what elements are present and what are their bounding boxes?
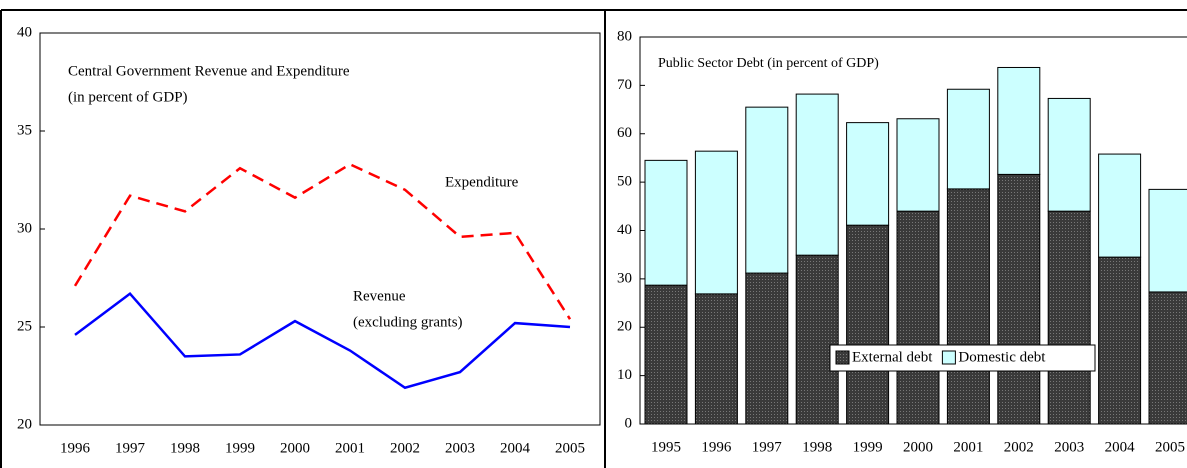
y-tick-label: 25 <box>17 318 32 334</box>
line-series <box>73 162 572 320</box>
y-tick-label: 30 <box>17 220 32 236</box>
x-tick-label: 1999 <box>853 439 883 455</box>
x-tick-label: 2002 <box>1004 439 1034 455</box>
x-tick-label: 2003 <box>445 440 475 456</box>
legend: External debt Domestic debt <box>829 344 1096 372</box>
x-tick-label: 2005 <box>555 440 585 456</box>
y-tick-label: 40 <box>617 222 632 238</box>
x-tick-label: 2000 <box>903 439 933 455</box>
y-tick-label: 20 <box>617 319 632 335</box>
bar <box>644 284 688 425</box>
bar <box>896 118 940 212</box>
x-tick-label: 1996 <box>60 440 91 456</box>
x-tick-label: 1995 <box>651 439 681 455</box>
bar <box>896 210 940 425</box>
x-tick-label: 2004 <box>1105 439 1136 455</box>
x-tick-label: 1996 <box>701 439 732 455</box>
bar <box>946 188 990 425</box>
chart-title: (in percent of GDP) <box>68 89 188 105</box>
bar <box>1047 97 1091 212</box>
x-tick-label: 2001 <box>953 439 983 455</box>
x-tick-label: 1997 <box>752 439 783 455</box>
chart-title: Public Sector Debt (in percent of GDP) <box>658 56 879 71</box>
bar <box>997 66 1041 175</box>
y-tick-label: 40 <box>17 24 32 40</box>
legend-swatch <box>941 350 956 365</box>
bar <box>846 224 890 425</box>
bar <box>1047 210 1091 425</box>
bar <box>745 272 789 425</box>
y-tick-label: 35 <box>17 122 32 138</box>
bar <box>946 88 990 190</box>
bar <box>1148 188 1187 293</box>
bar <box>795 93 839 256</box>
bar <box>1098 153 1142 258</box>
x-tick-label: 2002 <box>390 440 420 456</box>
annotation: Expenditure <box>445 174 519 190</box>
x-tick-label: 1997 <box>115 440 146 456</box>
bar <box>694 150 738 295</box>
line-series <box>74 291 571 390</box>
annotation: (excluding grants) <box>353 314 463 330</box>
legend-swatch <box>835 350 850 365</box>
chart-title: Central Government Revenue and Expenditu… <box>68 63 350 79</box>
y-tick-label: 0 <box>625 415 633 431</box>
legend-label: External debt <box>852 349 933 365</box>
bar <box>997 173 1041 425</box>
y-tick-label: 80 <box>617 28 632 44</box>
x-tick-label: 1998 <box>802 439 832 455</box>
y-tick-label: 70 <box>617 77 632 93</box>
bar <box>846 122 890 226</box>
bar <box>644 159 688 286</box>
y-tick-label: 30 <box>617 270 632 286</box>
y-tick-label: 10 <box>617 367 632 383</box>
x-tick-label: 2005 <box>1155 439 1185 455</box>
x-tick-label: 2000 <box>280 440 310 456</box>
y-tick-label: 60 <box>617 125 632 141</box>
legend-box <box>829 344 1096 372</box>
x-tick-label: 2003 <box>1054 439 1084 455</box>
annotation: Revenue <box>353 288 406 304</box>
bar <box>694 293 738 425</box>
y-tick-label: 20 <box>17 416 32 432</box>
y-tick-label: 50 <box>617 174 632 190</box>
bar <box>795 254 839 425</box>
x-tick-label: 2001 <box>335 440 365 456</box>
bar <box>1098 256 1142 425</box>
x-tick-label: 1999 <box>225 440 255 456</box>
legend-label: Domestic debt <box>958 349 1046 365</box>
bar <box>745 106 789 274</box>
x-tick-label: 2004 <box>500 440 531 456</box>
bar <box>1148 291 1187 425</box>
x-tick-label: 1998 <box>170 440 200 456</box>
